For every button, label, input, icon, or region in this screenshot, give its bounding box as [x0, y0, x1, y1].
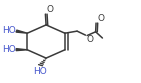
Text: HO: HO	[2, 45, 16, 54]
Polygon shape	[16, 30, 27, 33]
Text: HO: HO	[2, 26, 16, 35]
Text: HO: HO	[33, 67, 46, 76]
Text: O: O	[46, 5, 53, 14]
Text: O: O	[86, 35, 93, 44]
Polygon shape	[16, 49, 27, 51]
Text: O: O	[98, 14, 105, 23]
